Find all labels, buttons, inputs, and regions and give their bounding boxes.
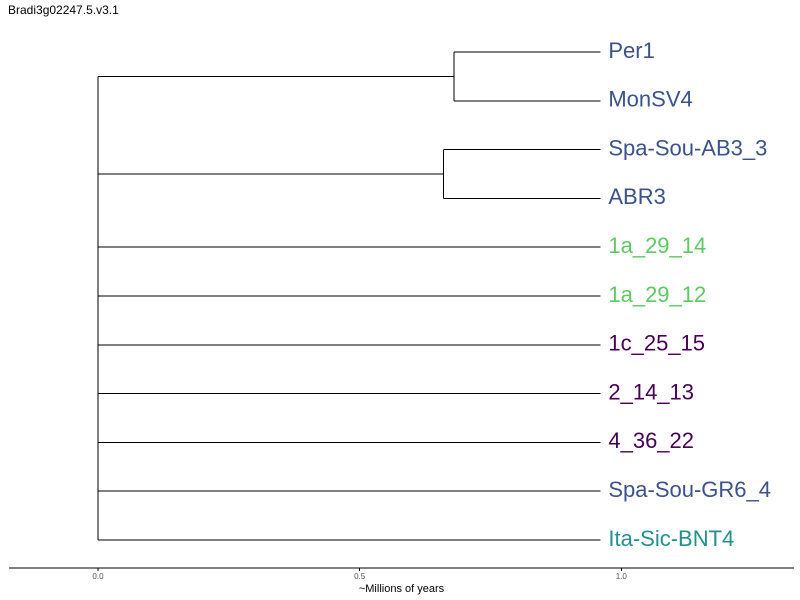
tip-label: 1c_25_15 — [608, 331, 705, 356]
tree-branches — [97, 51, 601, 541]
tip-label: Ita-Sic-BNT4 — [608, 526, 734, 551]
x-axis-title: ~Millions of years — [359, 583, 445, 595]
x-tick-label: 1.0 — [616, 572, 628, 581]
tip-label: 1a_29_12 — [608, 282, 706, 307]
tip-label: MonSV4 — [608, 87, 692, 112]
tip-label: Per1 — [608, 38, 654, 63]
x-axis: 0.0 0.5 1.0 ~Millions of years — [9, 567, 794, 595]
x-tick-label: 0.0 — [92, 572, 104, 581]
tip-label: 1a_29_14 — [608, 233, 706, 258]
x-tick-label: 0.5 — [354, 572, 366, 581]
tip-labels: Per1 MonSV4 Spa-Sou-AB3_3 ABR3 1a_29_14 1a_29… — [608, 38, 771, 551]
tip-label: 4_36_22 — [608, 428, 694, 453]
tip-label: Spa-Sou-AB3_3 — [608, 135, 767, 160]
tree-title: Bradi3g02247.5.v3.1 — [8, 3, 119, 17]
tip-label: Spa-Sou-GR6_4 — [608, 477, 771, 502]
tip-label: 2_14_13 — [608, 379, 694, 404]
tip-label: ABR3 — [608, 184, 665, 209]
x-axis-ticks: 0.0 0.5 1.0 — [92, 568, 627, 581]
